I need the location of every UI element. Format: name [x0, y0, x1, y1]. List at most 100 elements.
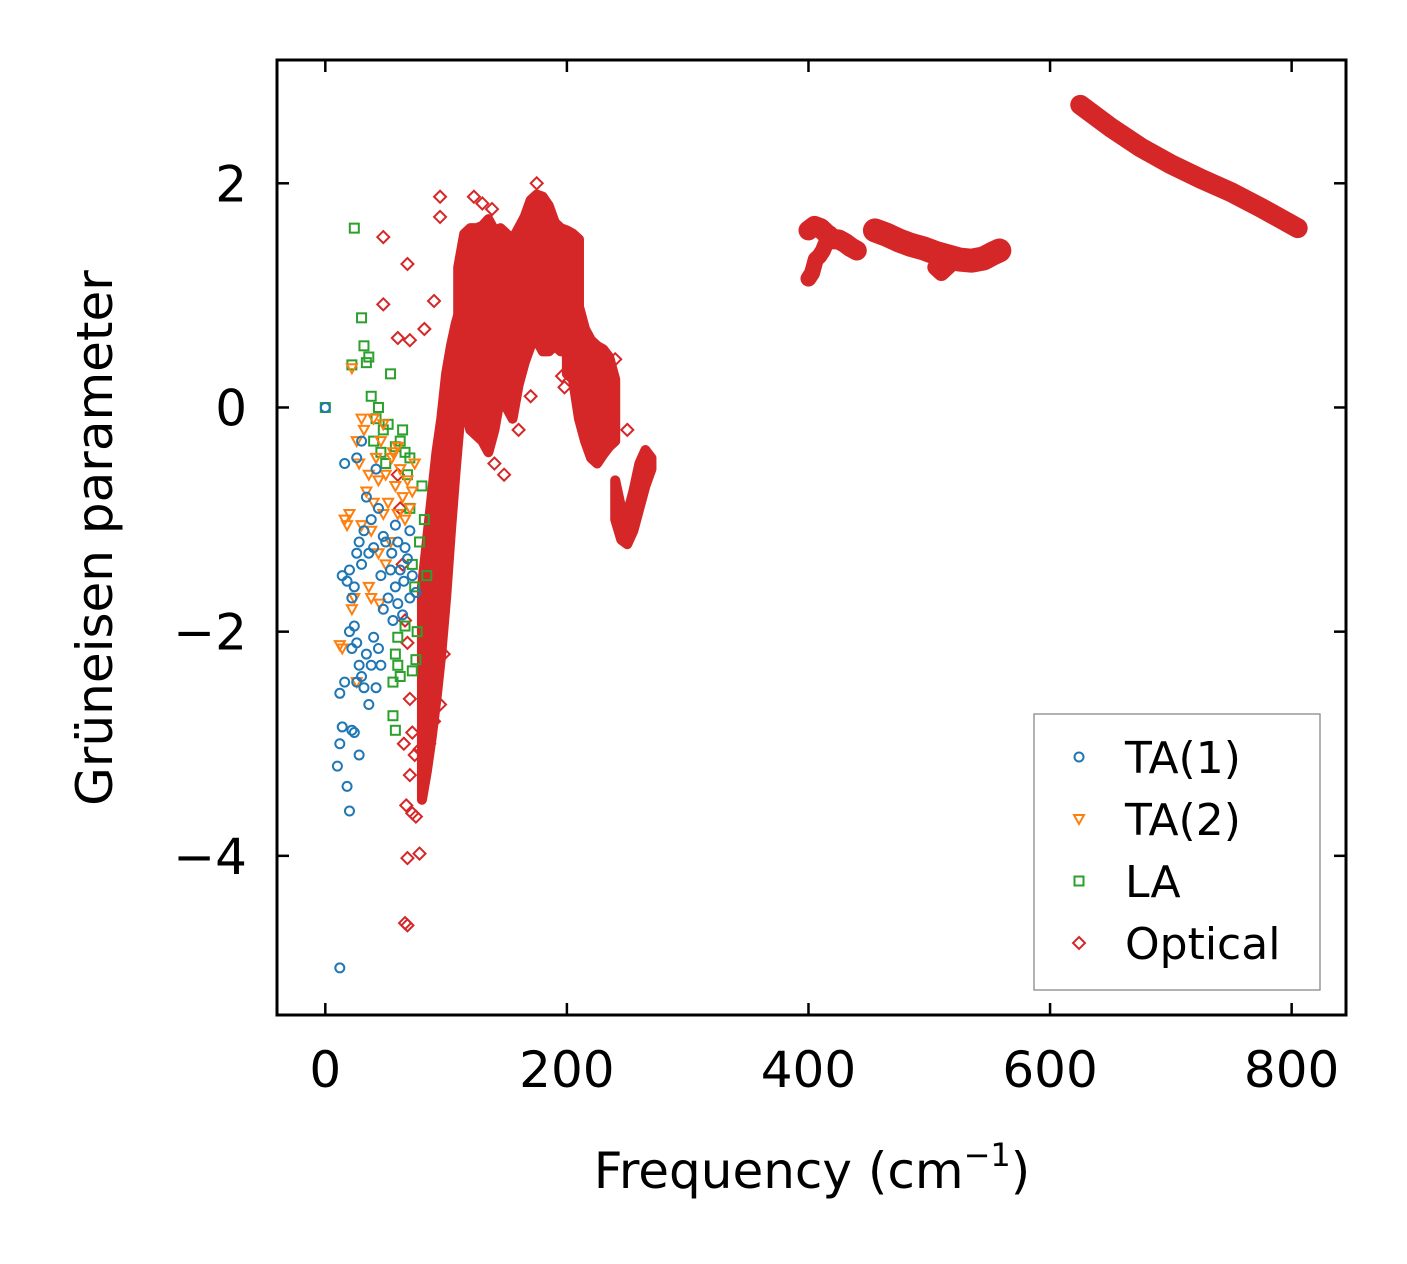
point-ta-1 [346, 724, 358, 736]
point-ta-1 [399, 542, 411, 554]
point-ta-1 [360, 491, 372, 503]
point-ta-1 [406, 570, 418, 582]
point-ta-1 [375, 659, 387, 671]
optical-band-1 [453, 189, 584, 458]
point-ta-1 [392, 598, 404, 610]
point-ta-2 [391, 508, 405, 522]
point-ta-1 [410, 586, 422, 598]
point-la [421, 570, 433, 582]
point-optical [421, 736, 437, 752]
point-ta-2 [345, 363, 359, 376]
point-la [416, 480, 428, 492]
point-ta-2 [391, 441, 405, 454]
point-optical [619, 422, 635, 438]
point-la [409, 581, 421, 593]
point-optical [402, 691, 418, 707]
point-la [385, 368, 397, 380]
point-la [365, 390, 377, 402]
point-optical [557, 379, 572, 395]
legend-marker-ta-2 [1072, 814, 1086, 827]
x-tick-label: 400 [761, 1041, 856, 1099]
point-la [363, 351, 375, 363]
point-optical [607, 351, 623, 367]
point-ta-2 [374, 436, 388, 449]
point-ta-1 [397, 609, 409, 621]
y-tick-label: −2 [173, 604, 247, 662]
point-ta-1 [365, 659, 377, 671]
point-ta-1 [404, 592, 416, 604]
y-tick-label: 0 [215, 379, 247, 437]
x-axis-label-main: Frequency (cm [594, 1142, 964, 1200]
legend-label-ta-2: TA(2) [1124, 795, 1241, 846]
point-ta-2 [359, 486, 374, 499]
point-ta-2 [350, 436, 364, 449]
y-tick-label: 2 [215, 155, 247, 213]
point-ta-1 [356, 558, 368, 570]
point-la [387, 676, 399, 688]
point-optical [416, 321, 432, 337]
point-la [387, 710, 399, 722]
legend-label-ta-1: TA(1) [1124, 733, 1241, 784]
point-optical [408, 809, 424, 825]
point-optical [400, 917, 415, 933]
point-ta-2 [337, 514, 352, 527]
point-ta-1 [341, 780, 353, 792]
point-optical [407, 747, 423, 763]
point-ta-1 [351, 637, 363, 649]
point-ta-1 [331, 760, 343, 772]
point-ta-2 [357, 424, 371, 437]
point-optical [375, 296, 391, 312]
point-ta-2 [395, 492, 410, 505]
point-optical [487, 456, 502, 471]
point-ta-2 [340, 520, 354, 533]
point-optical [529, 196, 545, 211]
point-optical [589, 355, 605, 371]
point-ta-1 [334, 962, 346, 974]
point-optical [529, 175, 545, 191]
point-ta-1 [343, 805, 355, 817]
point-ta-2 [379, 559, 393, 572]
point-ta-2 [386, 447, 400, 460]
point-ta-1 [377, 530, 389, 542]
point-optical [400, 850, 415, 866]
point-ta-1 [351, 452, 363, 464]
point-optical [484, 201, 500, 217]
point-la [404, 452, 416, 464]
point-optical [390, 330, 406, 346]
point-la [418, 514, 430, 526]
point-ta-1 [348, 581, 360, 593]
point-ta-1 [343, 564, 355, 576]
point-ta-1 [404, 525, 416, 537]
y-tick-label: −4 [173, 828, 247, 886]
point-ta-1 [346, 592, 358, 604]
point-ta-1 [358, 525, 370, 537]
point-ta-1 [341, 575, 353, 587]
optical-curve-4 [1070, 94, 1308, 239]
point-optical [523, 388, 539, 404]
x-tick-label: 0 [309, 1041, 341, 1099]
point-ta-2 [345, 604, 359, 617]
point-optical [511, 422, 526, 438]
point-ta-1 [387, 614, 399, 626]
point-ta-1 [353, 749, 365, 761]
optical-curve-2 [862, 218, 1012, 273]
point-ta-2 [381, 497, 395, 510]
point-ta-2 [393, 464, 407, 477]
point-optical [402, 767, 418, 783]
plot-area [319, 94, 1308, 974]
legend: TA(1) TA(2) LA Optical [1033, 713, 1321, 991]
point-ta-1 [380, 536, 392, 548]
point-ta-1 [348, 727, 360, 739]
point-optical [396, 736, 412, 752]
point-optical [432, 189, 448, 205]
point-la [401, 469, 413, 481]
point-ta-2 [342, 508, 357, 522]
point-optical [432, 697, 448, 712]
x-tick-label: 800 [1244, 1041, 1339, 1099]
point-optical [432, 209, 448, 225]
point-ta-1 [360, 648, 372, 660]
axis-ticks: 0 200 400 600 800 −4 −2 0 2 [173, 60, 1346, 1099]
point-ta-2 [385, 452, 399, 465]
x-tick-label: 200 [519, 1041, 614, 1099]
